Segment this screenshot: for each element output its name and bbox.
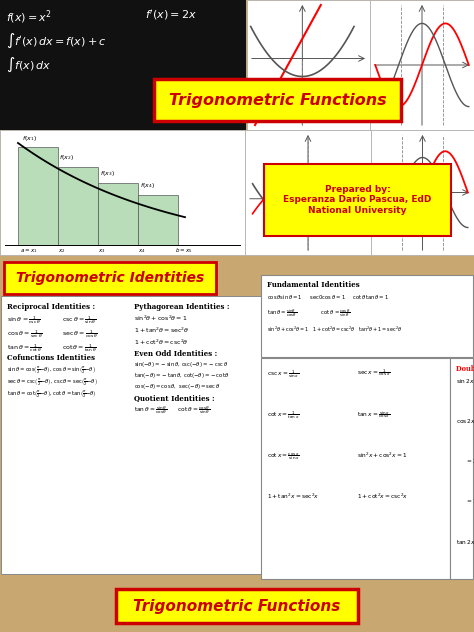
Text: Cofunctions Identities: Cofunctions Identities: [7, 354, 95, 362]
Text: $f'(x) = 2x$: $f'(x) = 2x$: [145, 8, 197, 22]
Text: $\int f'(x)\,dx = f(x)+c$: $\int f'(x)\,dx = f(x)+c$: [6, 32, 107, 51]
FancyBboxPatch shape: [154, 79, 401, 121]
Text: $f(x_3)$: $f(x_3)$: [100, 169, 115, 178]
Bar: [18, 147, 58, 245]
Text: $f(x_4)$: $f(x_4)$: [140, 181, 155, 190]
Text: $\sin\theta=\cos\!\left(\frac{\pi}{2}{-}\theta\right)$, $\cos\theta=\sin\!\left(: $\sin\theta=\cos\!\left(\frac{\pi}{2}{-}…: [7, 364, 96, 375]
Text: $\sec x = \frac{1}{\cos x}$: $\sec x = \frac{1}{\cos x}$: [357, 368, 391, 379]
FancyBboxPatch shape: [247, 0, 370, 130]
Text: $\tan\theta=\cot\!\left(\frac{\pi}{2}{-}\theta\right)$, $\cot\theta=\tan\!\left(: $\tan\theta=\cot\!\left(\frac{\pi}{2}{-}…: [7, 388, 97, 399]
Text: $\sec\theta = \frac{1}{\cos\theta}$: $\sec\theta = \frac{1}{\cos\theta}$: [62, 328, 98, 340]
Text: Trigonometric Identities: Trigonometric Identities: [16, 271, 204, 285]
Text: Fundamental Identities: Fundamental Identities: [267, 281, 360, 289]
Text: $\sin^2\!x + \cos^2\!x = 1$: $\sin^2\!x + \cos^2\!x = 1$: [357, 451, 408, 460]
Text: $\cos\theta\sin\theta=1$     $\sec\!0\cos\theta=1$     $\cot\theta\tan\theta=1$: $\cos\theta\sin\theta=1$ $\sec\!0\cos\th…: [267, 293, 389, 301]
Text: $f(x) = x^2$: $f(x) = x^2$: [6, 8, 52, 26]
FancyBboxPatch shape: [0, 255, 474, 632]
FancyBboxPatch shape: [370, 0, 474, 130]
Text: Trigonometric Functions: Trigonometric Functions: [169, 92, 386, 107]
Text: $x_2$: $x_2$: [58, 247, 65, 255]
FancyBboxPatch shape: [450, 358, 473, 579]
Text: $\quad\;\; = 2\cos^2\!x - 1$: $\quad\;\; = 2\cos^2\!x - 1$: [456, 456, 474, 466]
Text: $1+\tan^2\!x = \sec^2\!x$: $1+\tan^2\!x = \sec^2\!x$: [267, 492, 319, 502]
FancyBboxPatch shape: [371, 130, 474, 255]
Text: Double Angle Identities: Double Angle Identities: [456, 365, 474, 373]
Text: Reciprocal Identities :: Reciprocal Identities :: [7, 303, 95, 311]
Text: $\cos 2x = \cos^2\!x - \sin^2\!x$: $\cos 2x = \cos^2\!x - \sin^2\!x$: [456, 416, 474, 426]
FancyBboxPatch shape: [245, 130, 371, 255]
FancyBboxPatch shape: [264, 164, 451, 236]
Text: $\cot x = \frac{1}{\tan x}$: $\cot x = \frac{1}{\tan x}$: [267, 410, 300, 421]
Text: Even Odd Identities :: Even Odd Identities :: [134, 350, 217, 358]
Text: $\sin\theta = \frac{1}{\csc\theta}$: $\sin\theta = \frac{1}{\csc\theta}$: [7, 314, 41, 326]
Text: $\tan 2x = \dfrac{2\tan x}{1-\tan^2\!x}$: $\tan 2x = \dfrac{2\tan x}{1-\tan^2\!x}$: [456, 536, 474, 551]
Text: $\sin 2x = 2\sin x\cos x$: $\sin 2x = 2\sin x\cos x$: [456, 377, 474, 385]
Text: Quotient Identities :: Quotient Identities :: [134, 394, 215, 402]
FancyBboxPatch shape: [0, 0, 246, 130]
Text: $a{=}x_1$: $a{=}x_1$: [20, 247, 37, 255]
FancyBboxPatch shape: [1, 296, 263, 574]
Text: $\tan\theta=\frac{\sin\theta}{\cos\theta}$      $\cot\theta=\frac{\cos\theta}{\s: $\tan\theta=\frac{\sin\theta}{\cos\theta…: [134, 404, 210, 416]
FancyBboxPatch shape: [261, 358, 450, 579]
Text: $\csc x = \frac{1}{\sin x}$: $\csc x = \frac{1}{\sin x}$: [267, 368, 299, 380]
FancyBboxPatch shape: [261, 275, 473, 357]
Text: $1 + \cot^2\!\theta = \csc^2\!\theta$: $1 + \cot^2\!\theta = \csc^2\!\theta$: [134, 338, 189, 348]
Text: $1+\cot^2\!x = \csc^2\!x$: $1+\cot^2\!x = \csc^2\!x$: [357, 492, 409, 502]
Bar: [98, 183, 138, 245]
Text: $\cot\theta = \frac{1}{\tan\theta}$: $\cot\theta = \frac{1}{\tan\theta}$: [62, 342, 97, 354]
FancyBboxPatch shape: [4, 262, 216, 294]
Text: $\int f(x)\,dx$: $\int f(x)\,dx$: [6, 56, 51, 74]
Text: $f(x_2)$: $f(x_2)$: [59, 153, 74, 162]
Text: $\sec\theta=\csc\!\left(\frac{\pi}{2}{-}\theta\right)$, $\csc\theta=\sec\!\left(: $\sec\theta=\csc\!\left(\frac{\pi}{2}{-}…: [7, 376, 98, 387]
Text: $\sin^2\!\theta + \cos^2\!\theta = 1$: $\sin^2\!\theta + \cos^2\!\theta = 1$: [134, 314, 188, 324]
FancyBboxPatch shape: [116, 589, 358, 623]
FancyBboxPatch shape: [0, 130, 245, 255]
Text: $\sin(-\theta)=-\sin\theta$, $\csc(-\theta)=-\csc\theta$: $\sin(-\theta)=-\sin\theta$, $\csc(-\the…: [134, 360, 228, 369]
Bar: [58, 167, 98, 245]
Text: $1 + \tan^2\!\theta = \sec^2\!\theta$: $1 + \tan^2\!\theta = \sec^2\!\theta$: [134, 326, 190, 336]
Text: $\cos(-\theta)=\cos\theta$,  $\sec(-\theta)=\sec\theta$: $\cos(-\theta)=\cos\theta$, $\sec(-\thet…: [134, 382, 221, 391]
Text: $b{=}x_5$: $b{=}x_5$: [175, 246, 192, 255]
Text: $\quad\;\; = 1 - 2\sin^2\!x$: $\quad\;\; = 1 - 2\sin^2\!x$: [456, 496, 474, 506]
Text: Prepared by:
Esperanza Dario Pascua, EdD
National University: Prepared by: Esperanza Dario Pascua, EdD…: [283, 185, 432, 215]
Text: $\tan(-\theta)=-\tan\theta$, $\cot(-\theta)=-\cot\theta$: $\tan(-\theta)=-\tan\theta$, $\cot(-\the…: [134, 371, 230, 380]
Text: $\cot x = \frac{\cos x}{\sin x}$: $\cot x = \frac{\cos x}{\sin x}$: [267, 451, 300, 461]
Text: $x_4$: $x_4$: [138, 247, 146, 255]
Text: $\csc\theta = \frac{1}{\sin\theta}$: $\csc\theta = \frac{1}{\sin\theta}$: [62, 314, 96, 326]
Text: $f(x_1)$: $f(x_1)$: [22, 134, 37, 143]
Text: Trigonometric Functions: Trigonometric Functions: [133, 599, 341, 614]
Text: Pythagorean Identities :: Pythagorean Identities :: [134, 303, 229, 311]
Text: $\cos\theta = \frac{1}{\sec\theta}$: $\cos\theta = \frac{1}{\sec\theta}$: [7, 328, 43, 340]
Text: $x_3$: $x_3$: [98, 247, 106, 255]
Bar: [138, 195, 178, 245]
Text: $\tan\theta=\frac{\sin\theta}{\cos\theta}$               $\cot\theta=\frac{\cos\: $\tan\theta=\frac{\sin\theta}{\cos\theta…: [267, 307, 351, 319]
Text: $\tan x = \frac{\sin x}{\cos x}$: $\tan x = \frac{\sin x}{\cos x}$: [357, 410, 391, 420]
Text: $\sin^2\!\theta+\cos^2\!\theta=1$   $1+\cot^2\!\theta=\csc^2\!\theta$   $\tan^2\: $\sin^2\!\theta+\cos^2\!\theta=1$ $1+\co…: [267, 325, 402, 334]
Text: $\tan\theta = \frac{1}{\cot\theta}$: $\tan\theta = \frac{1}{\cot\theta}$: [7, 342, 42, 354]
